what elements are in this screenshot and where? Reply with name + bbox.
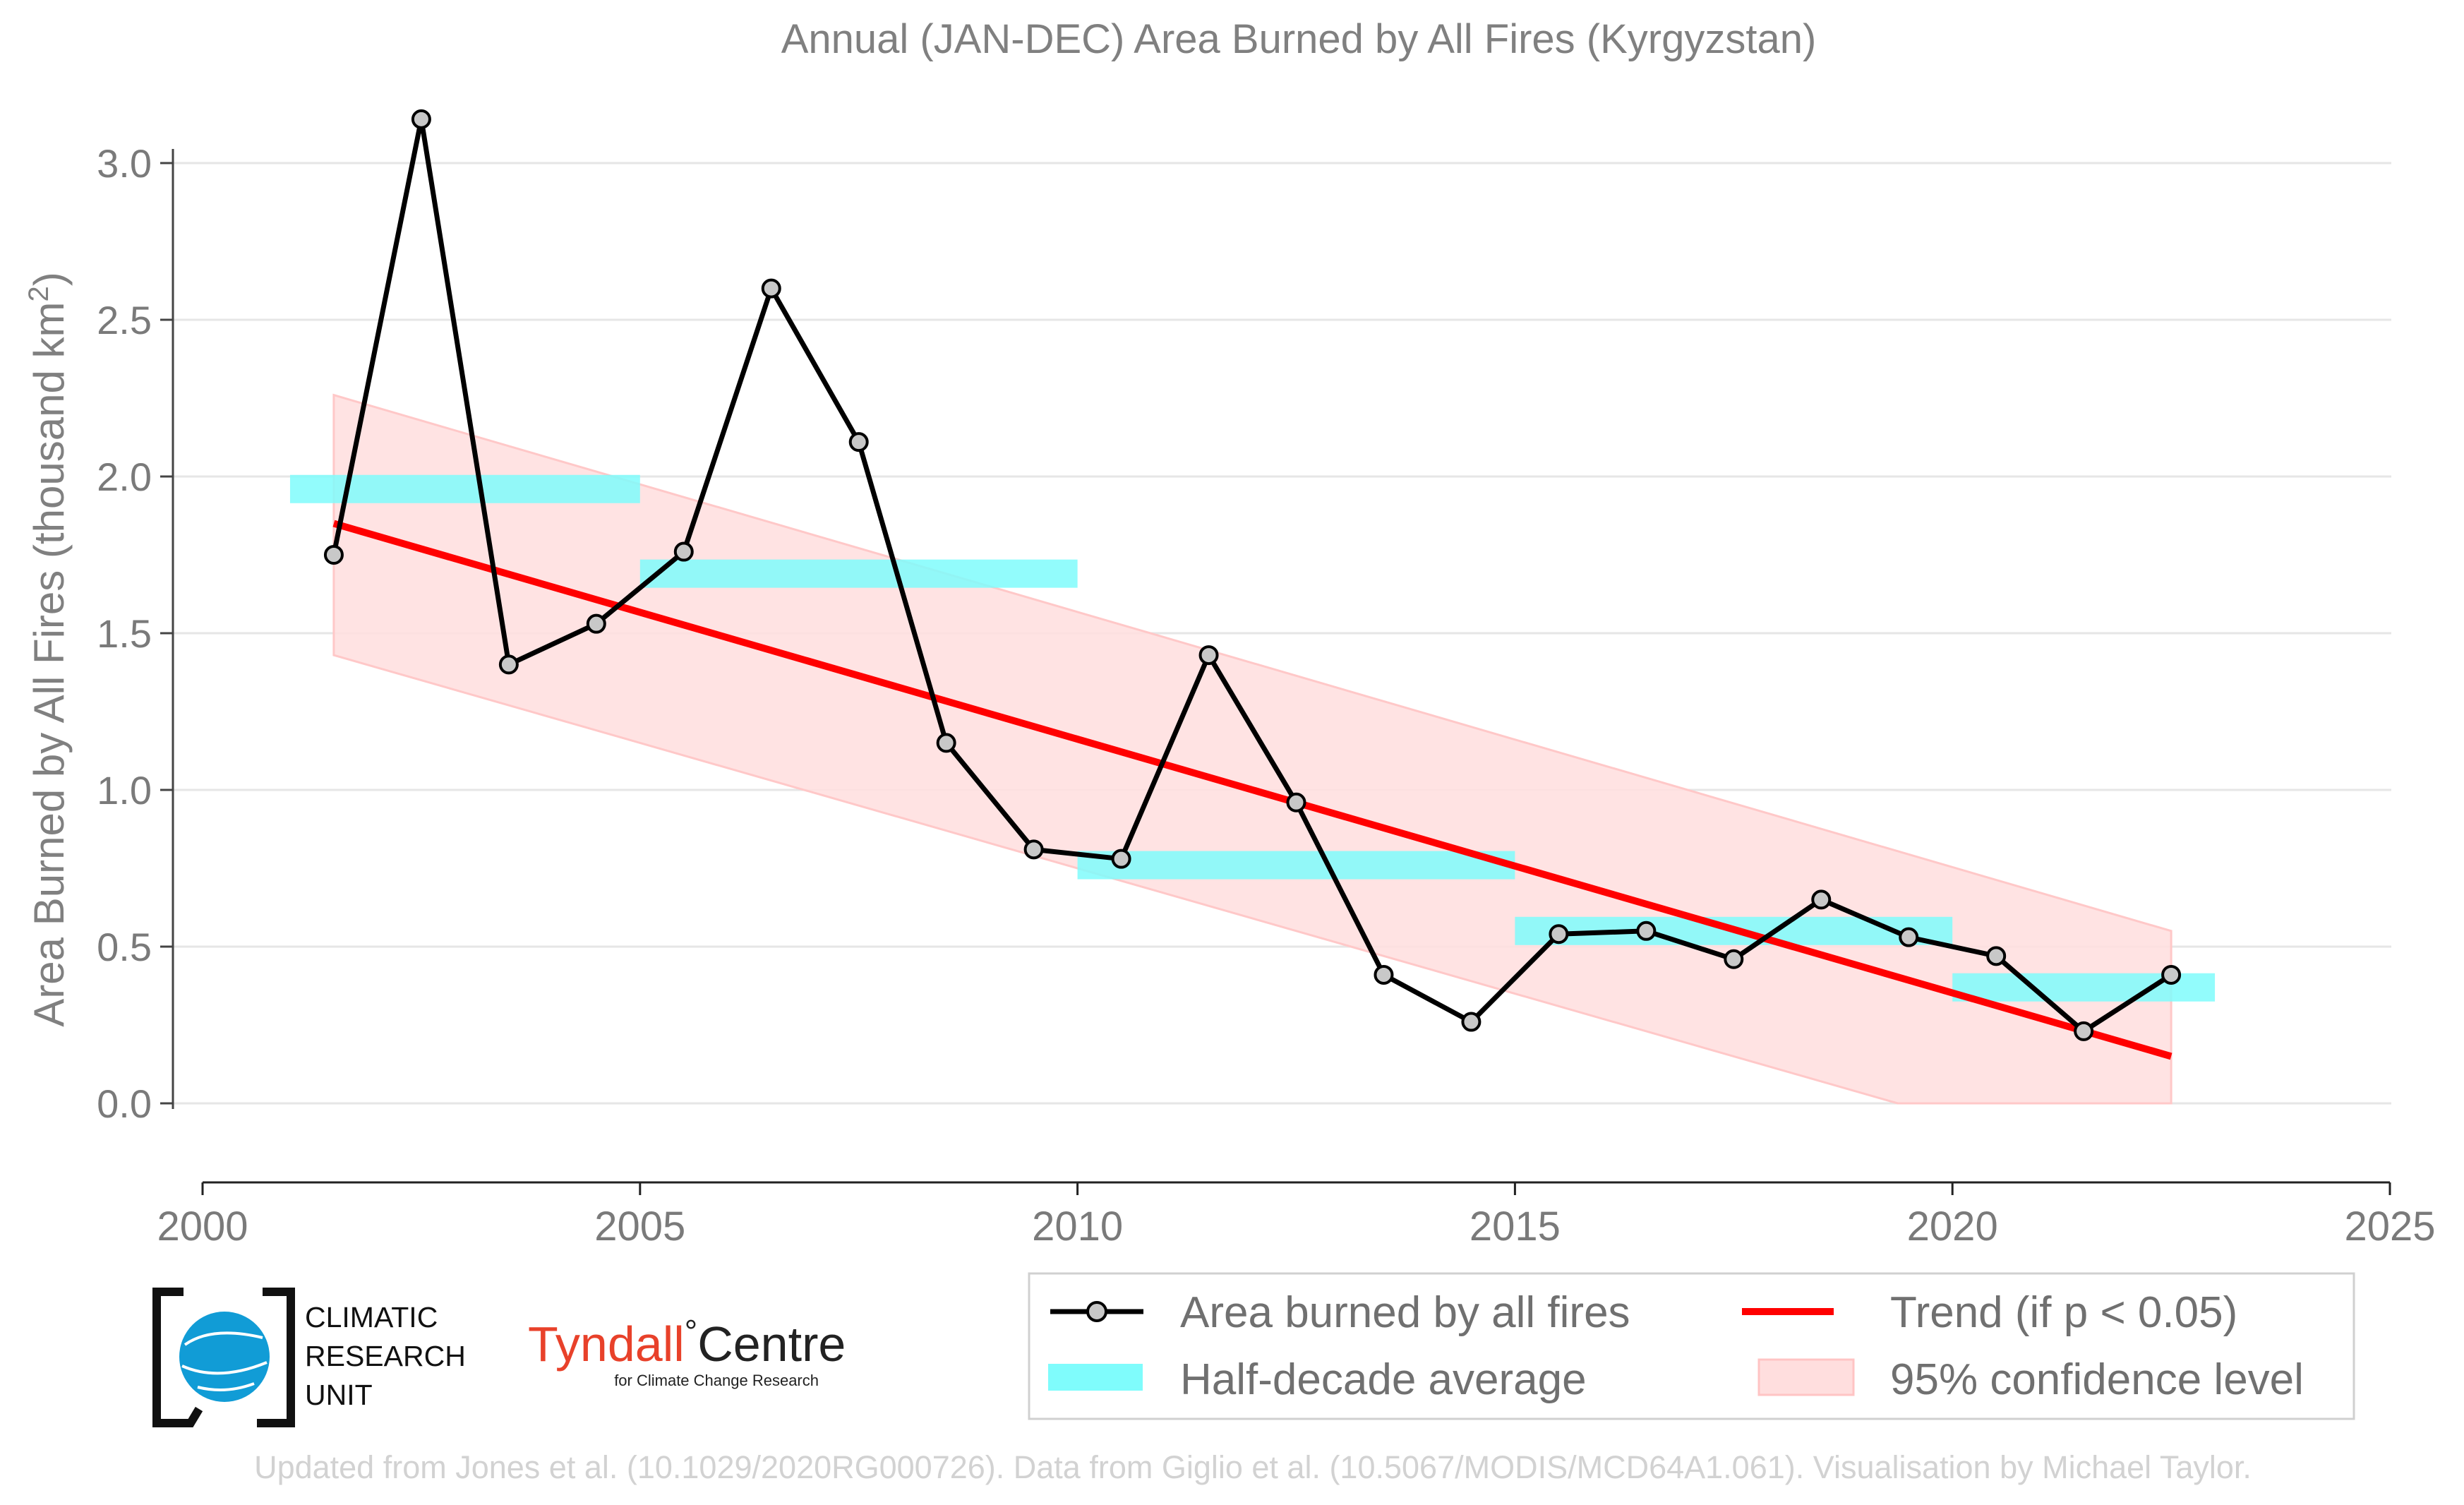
- cru-logo-text-line1: CLIMATIC: [305, 1301, 438, 1333]
- y-axis-label: Area Burned by All Fires (thousand km2): [23, 272, 73, 1026]
- cru-logo-bracket-left: [152, 1288, 203, 1427]
- y-tick-label: 0.0: [97, 1081, 152, 1126]
- y-tick-label: 0.5: [97, 925, 152, 969]
- data-point: [1986, 946, 2007, 966]
- legend-marker-swatch: [1086, 1301, 1107, 1322]
- x-tick-label: 2020: [1907, 1204, 1998, 1249]
- trend-layer: [332, 520, 2172, 1060]
- y-tick-label: 1.5: [97, 611, 152, 656]
- half-decade-average-bar: [639, 559, 1078, 588]
- cru-logo-text-line3: UNIT: [305, 1379, 373, 1411]
- data-point: [1811, 889, 1832, 910]
- y-tick-label: 3.0: [97, 141, 152, 186]
- y-tick-label: 2.5: [97, 298, 152, 342]
- x-tick-label: 2000: [157, 1204, 248, 1249]
- chart-title: Annual (JAN-DEC) Area Burned by All Fire…: [781, 16, 1817, 62]
- tyndall-logo: Tyndall°Centre for Climate Change Resear…: [528, 1313, 846, 1389]
- cru-logo: CLIMATIC RESEARCH UNIT: [152, 1288, 466, 1427]
- legend: Area burned by all fires Trend (if p < 0…: [1028, 1272, 2355, 1420]
- axes: 0.0 0.5 1.0 1.5 2.0 2.5 3.0 2000 2005 2010 2015 202…: [97, 141, 2435, 1249]
- globe-icon-swirl: [181, 1331, 268, 1391]
- tyndall-logo-degree: °: [685, 1313, 697, 1350]
- x-tick-label: 2015: [1470, 1204, 1561, 1249]
- data-point: [1111, 849, 1131, 869]
- tyndall-logo-subtitle: for Climate Change Research: [614, 1372, 819, 1389]
- data-point: [411, 109, 431, 129]
- data-point: [848, 432, 869, 452]
- cru-logo-text-line2: RESEARCH: [305, 1340, 466, 1372]
- data-point: [2161, 964, 2182, 985]
- data-point: [936, 733, 956, 753]
- data-point: [1636, 921, 1657, 941]
- y-axis-label-sup: 2: [23, 286, 54, 301]
- data-point: [1198, 645, 1219, 666]
- y-axis-label-main: Area Burned by All Fires (thousand km: [25, 302, 73, 1027]
- data-point: [673, 541, 694, 562]
- data-point: [1549, 924, 1569, 945]
- data-point: [761, 278, 781, 299]
- tyndall-logo-centre: Centre: [697, 1317, 846, 1372]
- y-axis-label-end: ): [25, 272, 73, 286]
- legend-avg-swatch: [1048, 1364, 1143, 1391]
- data-point: [498, 654, 519, 675]
- data-point: [1461, 1012, 1482, 1032]
- data-point: [586, 613, 606, 634]
- data-point: [1286, 792, 1306, 813]
- footer-credits: Updated from Jones et al. (10.1029/2020R…: [254, 1449, 2252, 1485]
- legend-label-trend: Trend (if p < 0.05): [1890, 1288, 2237, 1337]
- area-burned-series-layer: [323, 109, 2182, 1041]
- data-point: [1899, 927, 1919, 947]
- x-tick-label: 2025: [2344, 1204, 2435, 1249]
- area-burned-line: [331, 116, 2172, 1034]
- data-point: [1374, 964, 1394, 985]
- legend-ci-swatch: [1757, 1358, 1855, 1396]
- legend-frame: [1028, 1272, 2355, 1420]
- tyndall-logo-main: Tyndall°Centre: [528, 1313, 846, 1372]
- trend-line: [332, 520, 2172, 1060]
- legend-label-half-decade: Half-decade average: [1180, 1355, 1587, 1404]
- y-tick-label: 1.0: [97, 768, 152, 813]
- cru-logo-bracket-right: [257, 1288, 295, 1427]
- data-point: [2074, 1021, 2094, 1041]
- x-tick-label: 2010: [1032, 1204, 1123, 1249]
- half-decade-average-bar: [1077, 851, 1515, 880]
- globe-icon: [179, 1312, 270, 1402]
- half-decade-average-layer: [289, 474, 2216, 1002]
- y-tick-label: 2.0: [97, 455, 152, 499]
- data-point: [1023, 839, 1044, 860]
- data-point: [323, 545, 344, 565]
- data-point: [1724, 949, 1744, 969]
- legend-label-area-burned: Area burned by all fires: [1180, 1288, 1630, 1337]
- x-tick-label: 2005: [594, 1204, 685, 1249]
- legend-label-confidence: 95% confidence level: [1890, 1355, 2304, 1404]
